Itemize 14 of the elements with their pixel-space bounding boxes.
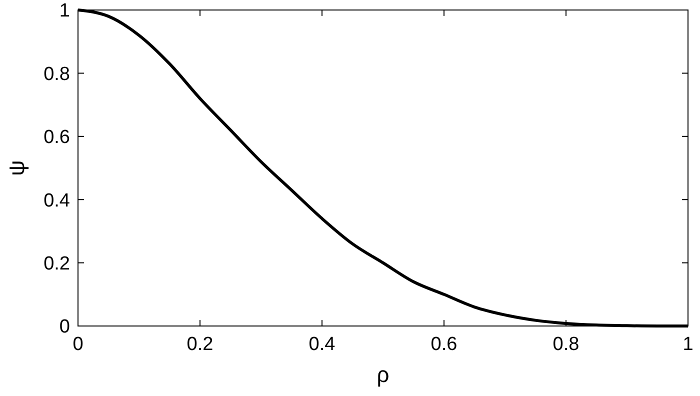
x-axis-title: ρ bbox=[376, 362, 390, 387]
x-tick-label: 0.2 bbox=[186, 334, 214, 355]
x-tick-label: 0.4 bbox=[308, 334, 336, 355]
y-tick-label: 0 bbox=[59, 316, 70, 338]
y-tick-label: 1 bbox=[59, 0, 70, 22]
x-tick-label: 0 bbox=[72, 334, 84, 355]
y-axis-title: ψ bbox=[4, 160, 29, 176]
y-tick-label: 0.6 bbox=[44, 127, 70, 148]
y-tick-label: 0.2 bbox=[44, 253, 70, 274]
x-tick-label: 0.8 bbox=[552, 334, 580, 355]
x-tick-label: 0.6 bbox=[430, 334, 458, 355]
x-tick-label: 1 bbox=[682, 334, 694, 355]
y-tick-label: 0.4 bbox=[44, 190, 70, 212]
y-tick-label: 0.8 bbox=[44, 64, 70, 85]
